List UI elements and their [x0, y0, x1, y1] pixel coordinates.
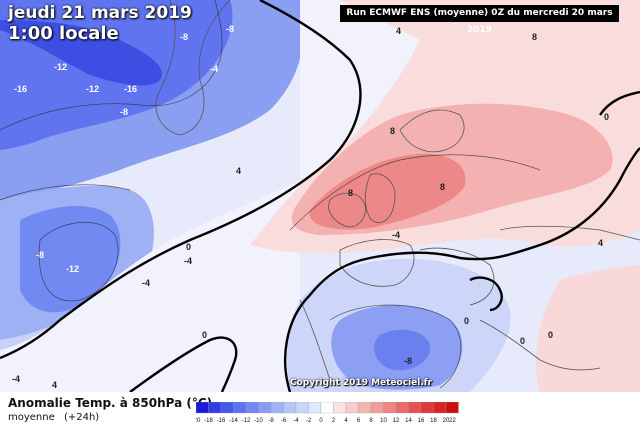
forecast-date: jeudi 21 mars 2019 — [8, 3, 192, 23]
contour-label: 0 — [520, 336, 525, 346]
contour-label: -8 — [180, 32, 188, 42]
color-scale-tick-label: 8 — [369, 418, 373, 424]
color-scale-tick-label: 0 — [319, 418, 323, 424]
contour-label: -4 — [210, 64, 218, 74]
color-scale-swatch — [395, 402, 409, 414]
color-scale-tick-label: -20 — [196, 418, 201, 424]
contour-label: 8 — [390, 126, 395, 136]
color-scale-swatch — [258, 402, 272, 414]
color-scale-tick-label: -12 — [242, 418, 251, 424]
forecast-time-title: jeudi 21 mars 2019 1:00 locale — [8, 4, 192, 43]
color-scale-swatch — [420, 402, 434, 414]
color-scale-swatch — [270, 402, 284, 414]
contour-label: -4 — [392, 230, 400, 240]
contour-label: 8 — [348, 188, 353, 198]
contour-label: 4 — [236, 166, 241, 176]
color-scale-swatch — [445, 402, 459, 414]
contour-label: -8 — [404, 356, 412, 366]
contour-label: 4 — [598, 238, 603, 248]
contour-label: -16 — [14, 84, 27, 94]
color-scale-tick-label: 14 — [405, 418, 412, 424]
contour-label: 0 — [464, 316, 469, 326]
coastlines — [155, 0, 640, 381]
lead-time-label: (+24h) — [63, 412, 100, 423]
color-scale-tick-label: -16 — [217, 418, 226, 424]
contour-label: -4 — [184, 256, 192, 266]
contour-label: -4 — [142, 278, 150, 288]
contour-label: 8 — [440, 182, 445, 192]
contour-label: 0 — [604, 112, 609, 122]
color-scale-swatch — [383, 402, 397, 414]
color-scale-tick-label: -4 — [293, 418, 299, 424]
color-scale-tick-label: 10 — [380, 418, 387, 424]
color-scale-swatch — [196, 402, 209, 414]
cold-anomaly-core-atlantic — [20, 205, 121, 313]
color-scale-swatch — [333, 402, 347, 414]
color-scale-tick-label: 18 — [430, 418, 437, 424]
contour-label: -4 — [12, 374, 20, 384]
color-scale-tick-label: -2 — [306, 418, 312, 424]
color-scale-swatch — [370, 402, 384, 414]
color-scale-tick-label: 12 — [393, 418, 400, 424]
color-scale-tick-label: 6 — [357, 418, 361, 424]
color-scale-swatch — [408, 402, 422, 414]
contour-label: 4 — [52, 380, 57, 390]
contour-label: 0 — [186, 242, 191, 252]
contour-label: -8 — [120, 107, 128, 117]
contour-label: -12 — [86, 84, 99, 94]
color-scale-tick-label: 22 — [449, 418, 456, 424]
copyright-notice: Copyright 2019 Meteociel.fr — [290, 378, 433, 388]
contour-label: -16 — [124, 84, 137, 94]
contour-label: -12 — [54, 62, 67, 72]
cold-anomaly-innermost-greenland — [0, 20, 162, 86]
model-run-banner: Run ECMWF ENS (moyenne) 0Z du mercredi 2… — [340, 5, 619, 35]
color-scale-tick-label: -10 — [254, 418, 263, 424]
variable-title: Anomalie Temp. à 850hPa (°C) — [8, 396, 213, 410]
color-scale-swatch — [345, 402, 359, 414]
color-scale-tick-label: -6 — [281, 418, 287, 424]
color-scale-tick-label: -14 — [229, 418, 238, 424]
statistic-line: moyenne (+24h) — [8, 412, 105, 423]
contour-label: -12 — [66, 264, 79, 274]
color-scale-swatch — [245, 402, 259, 414]
statistic-label: moyenne — [8, 412, 55, 423]
contour-label: 8 — [532, 32, 537, 42]
color-scale-tick-label: -8 — [268, 418, 274, 424]
anomaly-contours — [0, 0, 541, 389]
zero-anomaly-contours — [0, 0, 640, 393]
color-scale-swatch — [433, 402, 447, 414]
color-scale-swatch — [283, 402, 297, 414]
color-scale-swatch — [220, 402, 234, 414]
color-scale-tick-label: 2 — [332, 418, 336, 424]
warm-anomaly-eastern-mediterranean — [536, 265, 640, 392]
color-scale-swatch — [308, 402, 322, 414]
warm-anomaly-maximum-uk — [309, 153, 466, 230]
color-scale-tick-label: -18 — [204, 418, 213, 424]
contour-label: -8 — [36, 250, 44, 260]
color-scale-swatch — [233, 402, 247, 414]
color-scale-swatch — [295, 402, 309, 414]
forecast-local-time: 1:00 locale — [8, 23, 119, 44]
contour-label: 0 — [548, 330, 553, 340]
cold-anomaly-innermost-mediterranean — [374, 329, 431, 371]
color-scale-swatch — [208, 402, 222, 414]
contour-label: 0 — [202, 330, 207, 340]
contour-label: 4 — [396, 26, 401, 36]
color-scale: -20-18-16-14-12-10-8-6-4-202468101214161… — [196, 402, 459, 424]
neutral-zone-atlantic — [0, 0, 440, 392]
color-scale-tick-label: 20 — [443, 418, 450, 424]
color-scale-swatch — [358, 402, 372, 414]
color-scale-tick-label: 4 — [344, 418, 348, 424]
color-scale-swatch — [320, 402, 334, 414]
contour-labels: -16 -12 -16 -12 -12 -8 -8 -8 -8 -4 -4 -4… — [12, 24, 609, 390]
color-scale-tick-label: 16 — [418, 418, 425, 424]
contour-label: -8 — [226, 24, 234, 34]
